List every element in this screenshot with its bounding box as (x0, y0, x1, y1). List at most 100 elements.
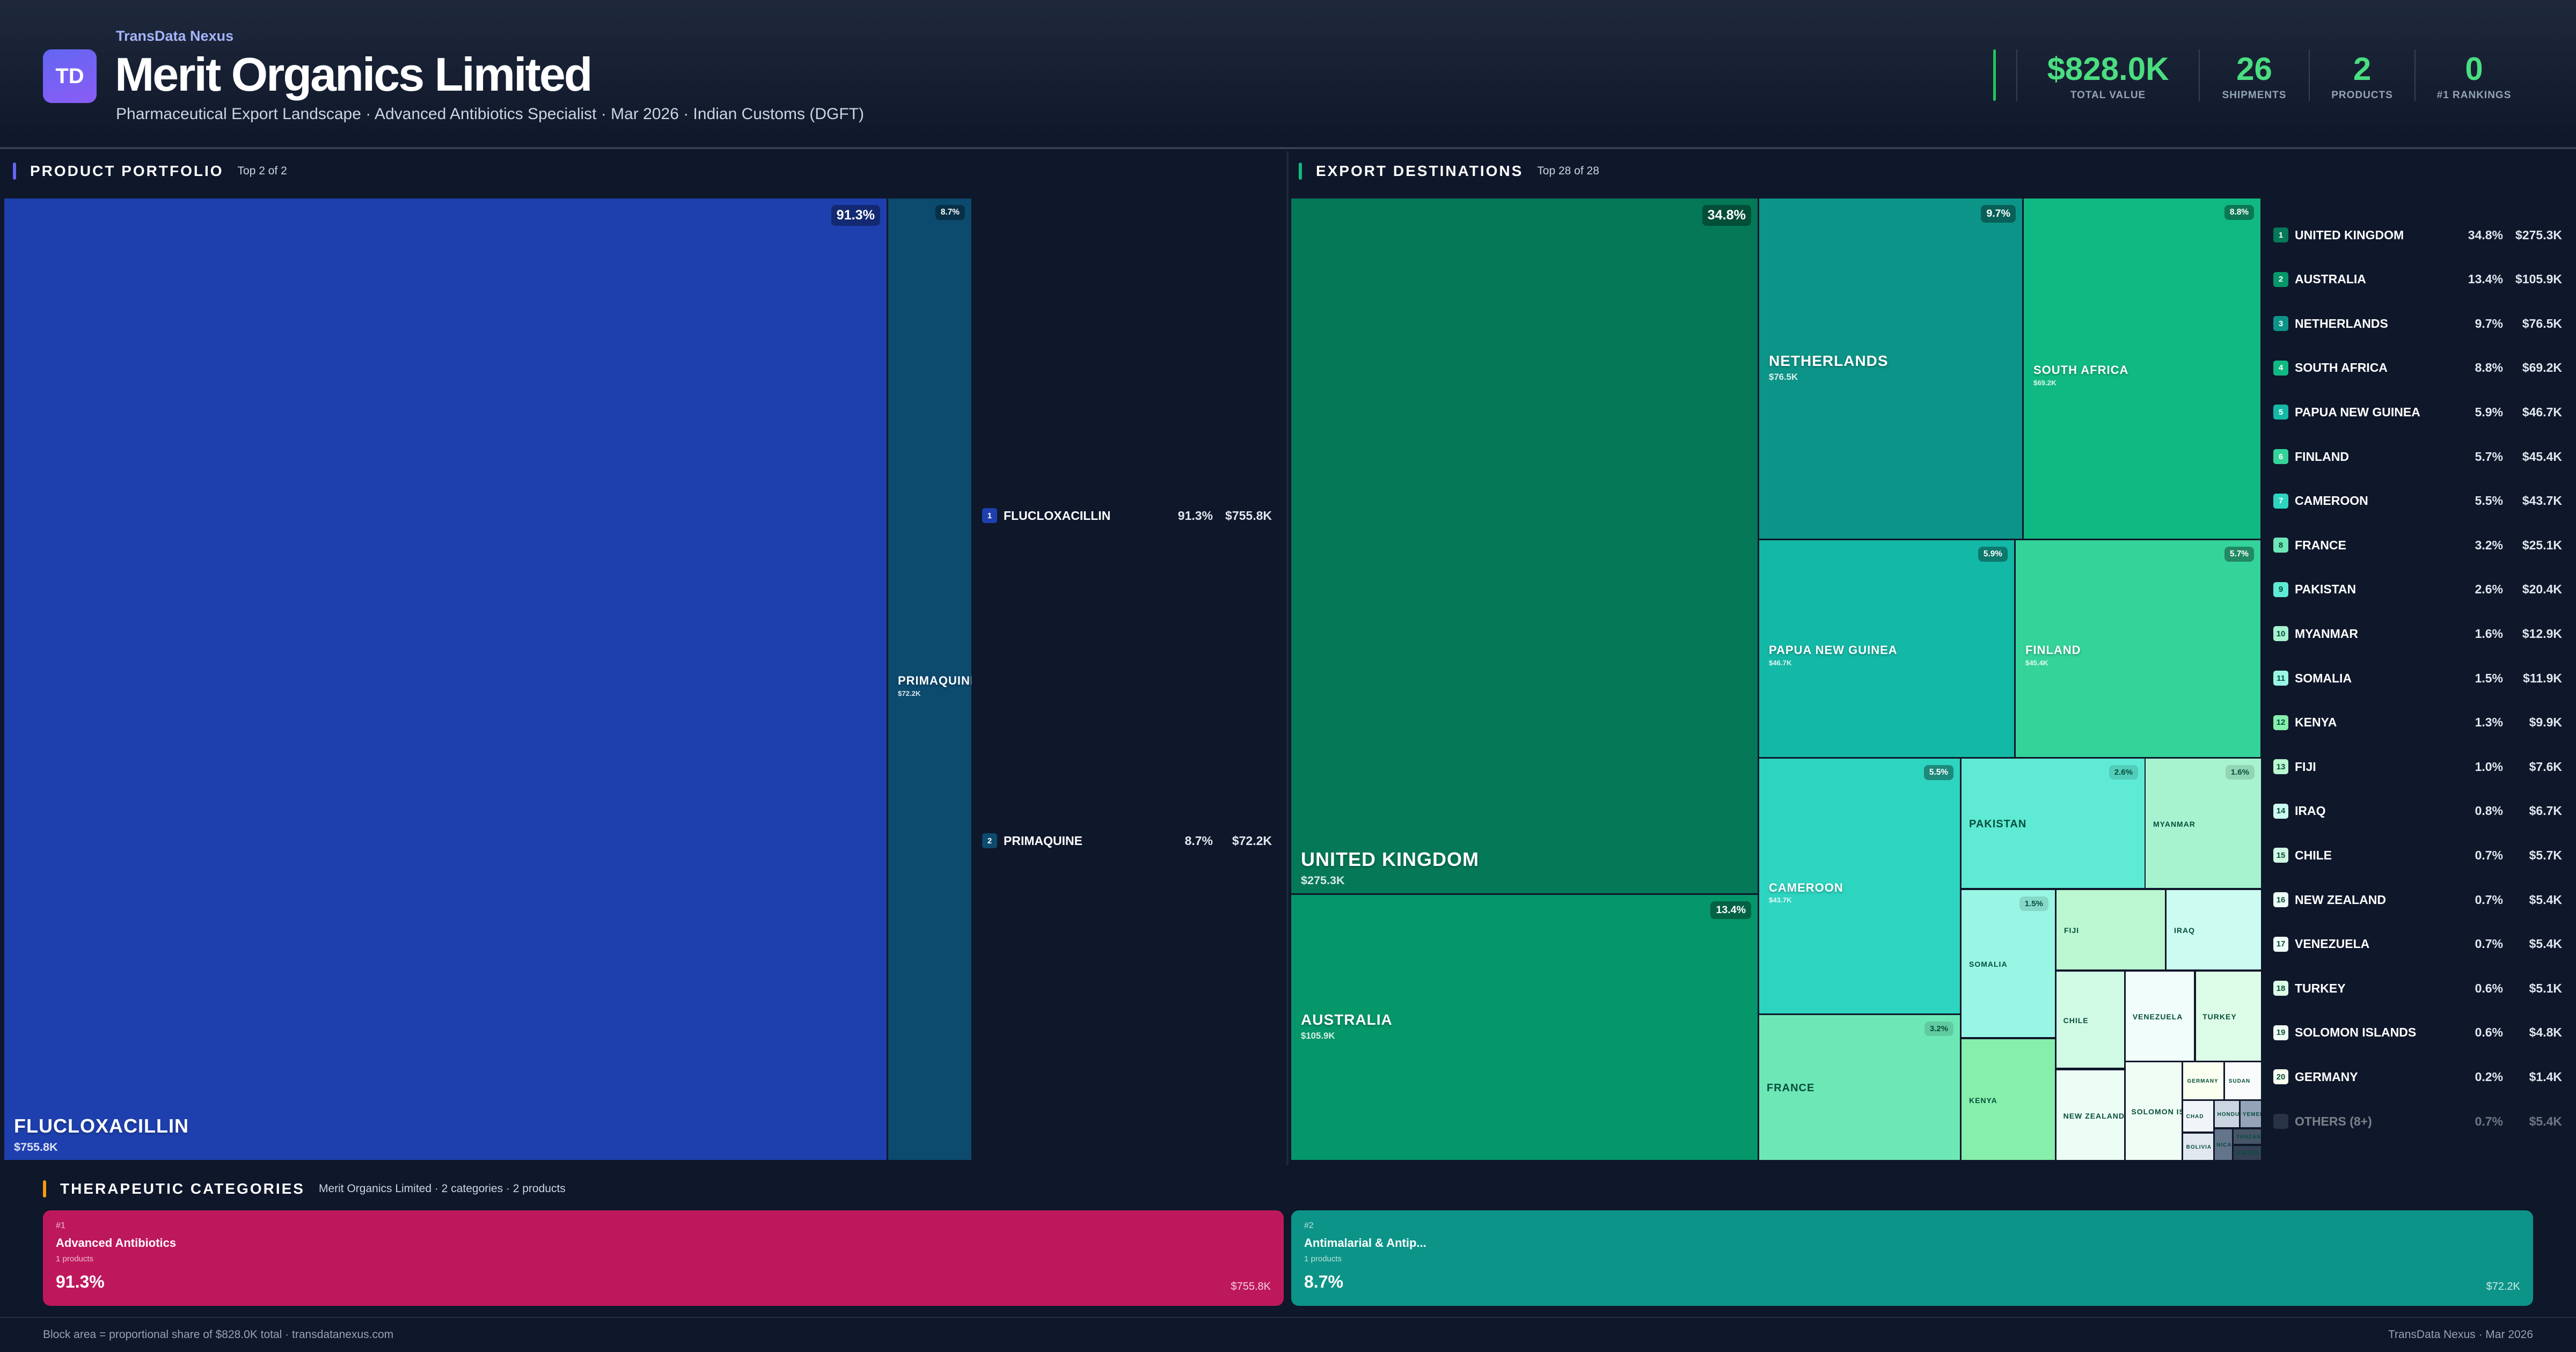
treemap-tile[interactable]: UNITED ARA... (2234, 1146, 2261, 1160)
legend-share: 0.6% (2475, 981, 2503, 995)
treemap-tile[interactable]: 8.8% SOUTH AFRICA $69.2K (2024, 199, 2260, 539)
rank-badge: 14 (2273, 803, 2288, 819)
legend-item[interactable]: 18 TURKEY 0.6% $5.1K (2273, 979, 2562, 997)
legend-item[interactable]: 19 SOLOMON ISLANDS 0.6% $4.8K (2273, 1024, 2562, 1042)
share-badge: 5.7% (2224, 547, 2254, 562)
treemap-tile[interactable]: 8.7% PRIMAQUINE $72.2K (888, 199, 971, 1160)
legend-value: $5.4K (2529, 937, 2562, 951)
kpi-value: 26 (2236, 51, 2272, 87)
rank-badge: 19 (2273, 1025, 2288, 1040)
legend-value: $7.6K (2529, 759, 2562, 774)
treemap-tile[interactable]: BOLIVIA (2183, 1134, 2213, 1160)
treemap-tile[interactable]: 2.6% PAKISTAN (1962, 759, 2145, 888)
treemap-tile[interactable]: 5.5% CAMEROON $43.7K (1759, 759, 1960, 1013)
section-title: EXPORT DESTINATIONS (1316, 163, 1524, 179)
rank-badge: 12 (2273, 715, 2288, 730)
rank-badge: 8 (2273, 538, 2288, 553)
legend-item[interactable]: 1 UNITED KINGDOM 34.8% $275.3K (2273, 226, 2562, 244)
legend-value: $12.9K (2522, 626, 2562, 641)
legend-share: 1.0% (2475, 759, 2503, 774)
legend-item[interactable]: 15 CHILE 0.7% $5.7K (2273, 846, 2562, 864)
category-card[interactable]: #1 Advanced Antibiotics 1 products 91.3%… (43, 1210, 1284, 1306)
treemap-tile[interactable]: TANZANIA (2234, 1129, 2261, 1144)
legend-item[interactable]: OTHERS (8+) 0.7% $5.4K (2273, 1112, 2562, 1130)
tile-label: UNITED KINGDOM (1301, 848, 1479, 870)
tile-label: BOLIVIA (2186, 1144, 2212, 1150)
section-subtitle: Top 28 of 28 (1537, 165, 1599, 177)
tile-label: FINLAND (2025, 643, 2081, 657)
share-badge: 5.9% (1978, 547, 2008, 562)
treemap-tile[interactable]: NEW ZEALAND (2057, 1070, 2124, 1160)
share-badge: 3.2% (1924, 1022, 1953, 1036)
treemap-tile[interactable]: TURKEY (2196, 972, 2261, 1061)
legend-label: FINLAND (2295, 449, 2349, 464)
legend-value: $6.7K (2529, 804, 2562, 818)
legend-value: $1.4K (2529, 1069, 2562, 1084)
treemap-tile[interactable]: CHAD (2183, 1101, 2213, 1131)
legend-item[interactable]: 6 FINLAND 5.7% $45.4K (2273, 447, 2562, 466)
treemap-tile[interactable]: 1.6% MYANMAR (2146, 759, 2261, 888)
legend-value: $275.3K (2515, 227, 2562, 242)
treemap-tile[interactable]: 13.4% AUSTRALIA $105.9K (1291, 895, 1758, 1160)
tile-label: SOMALIA (1969, 960, 2008, 968)
tile-label: UNITED ARA... (2236, 1150, 2261, 1156)
legend-item[interactable]: 7 CAMEROON 5.5% $43.7K (2273, 492, 2562, 510)
rank-badge: 3 (2273, 316, 2288, 332)
treemap-tile[interactable]: HONDURAS (2215, 1101, 2239, 1127)
treemap-tile[interactable]: 9.7% NETHERLANDS $76.5K (1759, 199, 2022, 539)
legend-item[interactable]: 14 IRAQ 0.8% $6.7K (2273, 802, 2562, 820)
treemap-tile[interactable]: 3.2% FRANCE (1759, 1015, 1960, 1160)
legend-label: VENEZUELA (2295, 937, 2370, 951)
treemap-tile[interactable]: SOLOMON ISLANDS (2126, 1062, 2182, 1160)
category-name: Antimalarial & Antip... (1304, 1236, 1426, 1250)
treemap-tile[interactable]: GERMANY (2183, 1062, 2223, 1099)
rank-badge: 18 (2273, 981, 2288, 996)
treemap-tile[interactable]: 5.7% FINLAND $45.4K (2016, 540, 2260, 757)
treemap-tile[interactable]: CHILE (2057, 972, 2124, 1068)
legend-item[interactable]: 17 VENEZUELA 0.7% $5.4K (2273, 935, 2562, 953)
legend-share: 0.7% (2475, 1114, 2503, 1128)
legend-item[interactable]: 10 MYANMAR 1.6% $12.9K (2273, 624, 2562, 643)
legend-label: PAPUA NEW GUINEA (2295, 405, 2420, 419)
legend-item[interactable]: 13 FIJI 1.0% $7.6K (2273, 758, 2562, 776)
legend-label: PRIMAQUINE (1004, 833, 1082, 848)
rank-badge: 7 (2273, 493, 2288, 509)
legend-item[interactable]: 20 GERMANY 0.2% $1.4K (2273, 1068, 2562, 1086)
treemap-tile[interactable]: 91.3% FLUCLOXACILLIN $755.8K (4, 199, 887, 1160)
treemap-tile[interactable]: 5.9% PAPUA NEW GUINEA $46.7K (1759, 540, 2014, 757)
legend-item[interactable]: 11 SOMALIA 1.5% $11.9K (2273, 669, 2562, 687)
treemap-tile[interactable]: KENYA (1962, 1039, 2055, 1160)
legend-label: SOMALIA (2295, 671, 2352, 685)
treemap-tile[interactable]: IRAQ (2167, 890, 2261, 969)
rank-badge (2273, 1114, 2288, 1129)
tile-label: NICARAGUA (2216, 1142, 2232, 1148)
treemap-tile[interactable]: SUDAN (2225, 1062, 2261, 1099)
legend-label: IRAQ (2295, 804, 2326, 818)
kpi-value: 0 (2465, 51, 2483, 87)
legend-item[interactable]: 16 NEW ZEALAND 0.7% $5.4K (2273, 891, 2562, 909)
treemap-tile[interactable]: FIJI (2057, 890, 2165, 969)
rank-badge: 1 (2273, 227, 2288, 243)
legend-item[interactable]: 3 NETHERLANDS 9.7% $76.5K (2273, 314, 2562, 333)
legend-item[interactable]: 8 FRANCE 3.2% $25.1K (2273, 536, 2562, 554)
treemap-tile[interactable]: NICARAGUA (2215, 1129, 2232, 1160)
legend-item[interactable]: 5 PAPUA NEW GUINEA 5.9% $46.7K (2273, 403, 2562, 421)
category-card[interactable]: #2 Antimalarial & Antip... 1 products 8.… (1291, 1210, 2533, 1306)
legend-label: NETHERLANDS (2295, 316, 2388, 330)
treemap-tile[interactable]: 34.8% UNITED KINGDOM $275.3K (1291, 199, 1758, 893)
legend-share: 0.2% (2475, 1069, 2503, 1084)
treemap-tile[interactable]: VENEZUELA (2126, 972, 2194, 1061)
legend-item[interactable]: 9 PAKISTAN 2.6% $20.4K (2273, 581, 2562, 599)
kpi-label: #1 RANKINGS (2436, 90, 2512, 101)
tile-label: CHILE (2063, 1016, 2089, 1025)
tile-value: $43.7K (1769, 896, 1792, 905)
treemap-tile[interactable]: 1.5% SOMALIA (1962, 890, 2055, 1037)
legend-share: 5.9% (2475, 405, 2503, 419)
legend-value: $46.7K (2522, 405, 2562, 419)
legend-item[interactable]: 1 FLUCLOXACILLIN 91.3% $755.8K (982, 506, 1272, 525)
legend-item[interactable]: 2 PRIMAQUINE 8.7% $72.2K (982, 832, 1272, 850)
legend-item[interactable]: 12 KENYA 1.3% $9.9K (2273, 714, 2562, 732)
legend-item[interactable]: 4 SOUTH AFRICA 8.8% $69.2K (2273, 359, 2562, 377)
legend-item[interactable]: 2 AUSTRALIA 13.4% $105.9K (2273, 270, 2562, 289)
